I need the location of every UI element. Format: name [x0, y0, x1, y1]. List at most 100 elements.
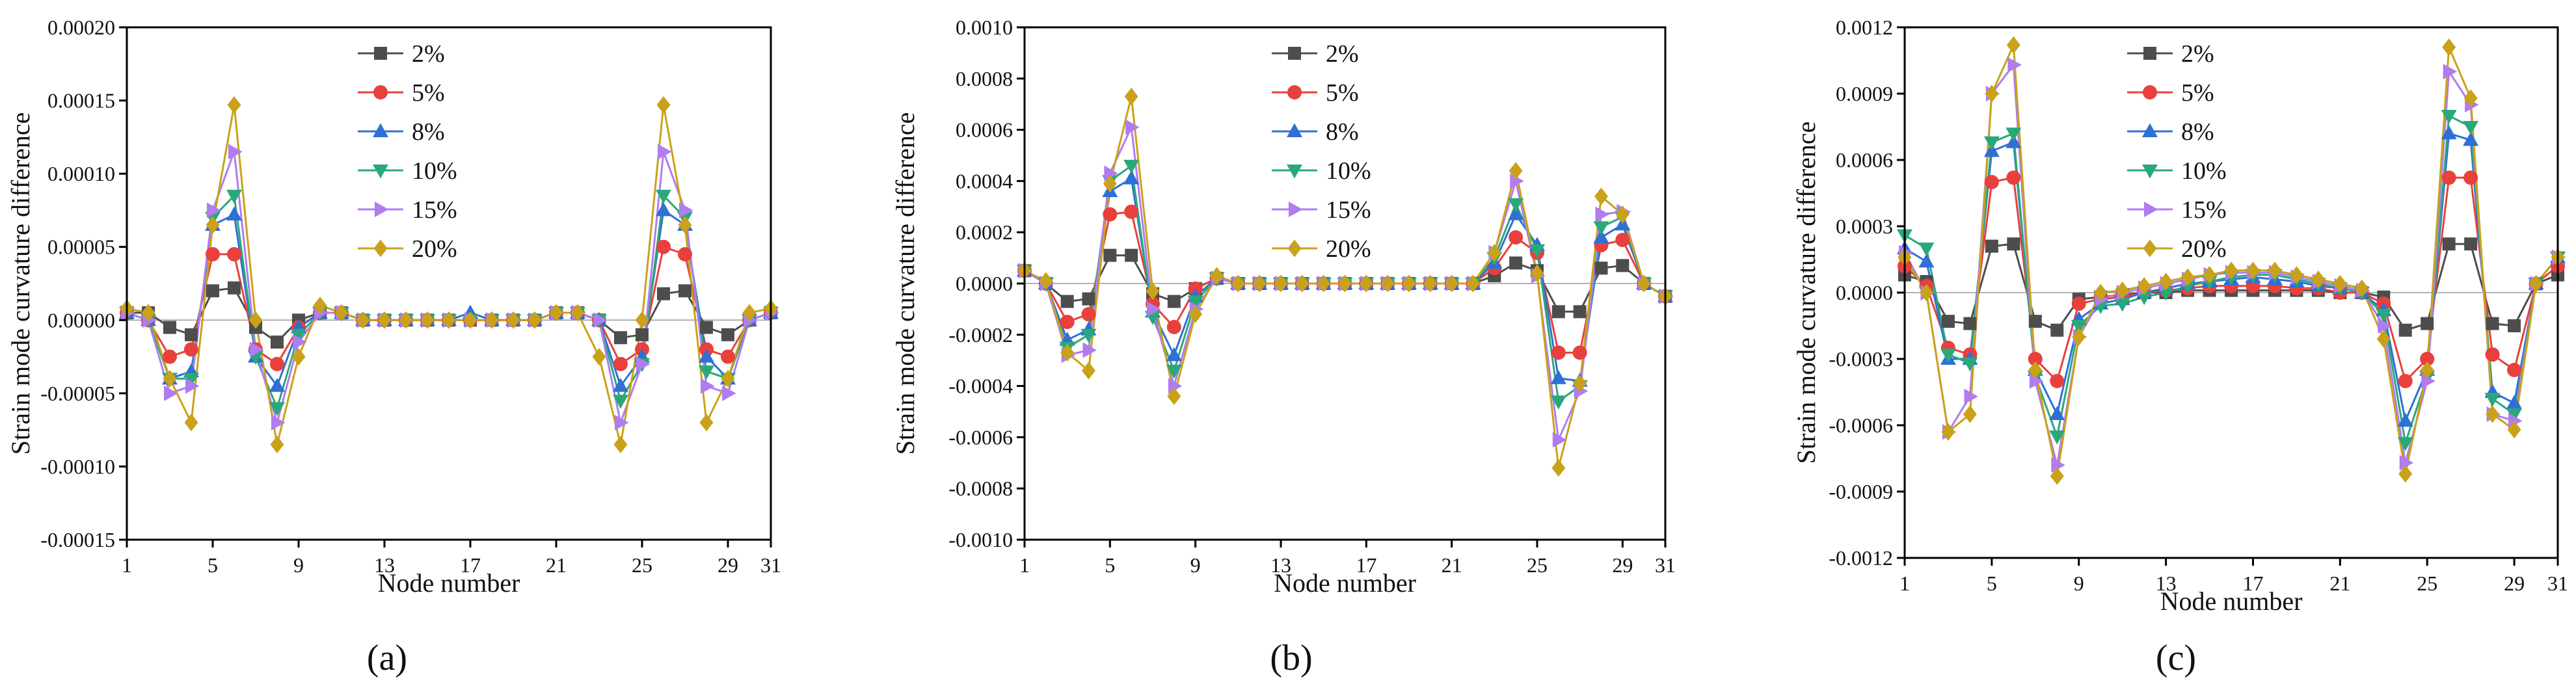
data-point-10pct [2376, 309, 2392, 323]
data-point-20pct [1146, 282, 1160, 300]
data-point-15pct [701, 378, 715, 394]
y-tick-label: -0.0009 [1829, 480, 1893, 503]
data-point-20pct [1573, 375, 1587, 393]
data-point-10pct [1529, 244, 1545, 259]
data-point-20pct [1445, 274, 1459, 293]
x-tick-label: 9 [1190, 553, 1201, 577]
series-line-20pct [1903, 44, 2559, 477]
data-point-5pct [2398, 374, 2413, 388]
data-point-15pct [1082, 342, 1097, 358]
data-point-2pct [700, 321, 713, 334]
data-point-10pct [656, 189, 671, 204]
data-point-2pct [2464, 237, 2478, 251]
data-point-20pct [721, 369, 735, 388]
y-axis-label: Strain mode curvature difference [1791, 122, 1821, 464]
data-point-20pct [570, 304, 585, 322]
data-point-2pct [2028, 315, 2042, 328]
y-tick-label: 0.0000 [956, 272, 1013, 295]
data-point-5pct [2507, 363, 2522, 377]
legend-label: 20% [412, 235, 457, 263]
data-point-15pct [185, 378, 200, 394]
data-point-8pct [1550, 370, 1566, 384]
data-point-20pct [549, 304, 563, 322]
data-point-8pct [1123, 170, 1140, 185]
data-point-20pct [1941, 423, 1955, 441]
data-point-8pct [2463, 131, 2479, 146]
data-point-5pct [721, 349, 735, 364]
plot-frame [126, 26, 772, 541]
data-point-20pct [2486, 405, 2500, 423]
legend-label: 5% [2181, 79, 2214, 107]
data-point-10pct [1187, 295, 1203, 310]
x-axis-label: Node number [378, 568, 520, 598]
legend-marker [1287, 85, 1302, 99]
data-point-20pct [377, 311, 392, 329]
data-point-10pct [183, 373, 199, 387]
data-point-2pct [1103, 248, 1117, 262]
data-point-2pct [206, 284, 219, 298]
y-tick-label: 0.0009 [1836, 82, 1893, 105]
legend-marker [373, 239, 388, 257]
data-point-20pct [2529, 274, 2543, 293]
data-point-15pct [293, 334, 307, 350]
data-point-20pct [1551, 459, 1566, 477]
series-line-5pct [126, 245, 771, 366]
legend-marker [2142, 165, 2158, 179]
chart-panel-a: -0.00015 -0.00010 -0.00005 0.00000 0.00005 0.… [6, 16, 781, 678]
data-point-5pct [613, 356, 628, 371]
data-point-20pct [227, 96, 241, 114]
legend-label: 2% [1326, 40, 1359, 68]
data-point-15pct [2421, 373, 2435, 389]
data-point-5pct [2441, 170, 2456, 185]
y-tick-label: -0.0004 [948, 375, 1013, 398]
data-point-5pct [1615, 233, 1630, 248]
data-point-5pct [1060, 315, 1075, 330]
legend-marker [1288, 47, 1301, 60]
y-tick-label: 0.0000 [1836, 281, 1893, 304]
x-axis-label: Node number [1274, 568, 1416, 598]
data-point-2pct [614, 331, 627, 345]
data-point-5pct [206, 246, 220, 261]
data-point-20pct [2028, 361, 2043, 379]
data-point-10pct [699, 365, 714, 380]
data-point-15pct [1147, 301, 1161, 317]
data-point-15pct [2378, 318, 2392, 334]
data-point-2pct [1509, 256, 1523, 270]
data-point-5pct [184, 342, 198, 357]
data-point-20pct [1594, 187, 1608, 205]
x-tick-label: 17 [1356, 553, 1376, 577]
data-point-20pct [2289, 266, 2303, 284]
y-tick-label: 0.0010 [956, 16, 1013, 39]
data-point-5pct [1984, 175, 1999, 189]
data-point-10pct [2506, 408, 2523, 423]
data-point-2pct [721, 328, 734, 341]
data-point-5pct [2485, 347, 2500, 362]
series-line-20pct [126, 105, 771, 445]
data-point-2pct [1573, 305, 1587, 319]
data-point-5pct [1509, 230, 1523, 245]
data-point-2pct [2398, 323, 2412, 337]
series-line-10pct [126, 193, 771, 411]
legend-label: 5% [412, 79, 445, 107]
y-tick-label: 0.00005 [47, 235, 115, 259]
data-point-20pct [1615, 205, 1630, 224]
x-tick-label: 1 [122, 553, 132, 577]
data-point-5pct [656, 239, 671, 254]
data-point-8pct [613, 378, 628, 392]
data-point-20pct [163, 369, 177, 388]
data-point-20pct [1039, 272, 1053, 290]
data-point-15pct [722, 385, 736, 401]
data-point-15pct [1125, 119, 1140, 135]
panel-label: (c) [2156, 638, 2196, 678]
x-tick-label: 1 [1899, 572, 1910, 595]
x-tick-label: 9 [293, 553, 304, 577]
data-point-20pct [656, 96, 671, 114]
data-point-15pct [679, 202, 693, 218]
legend-marker [1287, 165, 1302, 179]
data-point-2pct [2486, 317, 2499, 330]
series-line-15pct [126, 151, 771, 427]
legend-label: 2% [2181, 40, 2214, 68]
data-point-20pct [1530, 264, 1544, 282]
y-tick-label: 0.00020 [47, 16, 115, 39]
